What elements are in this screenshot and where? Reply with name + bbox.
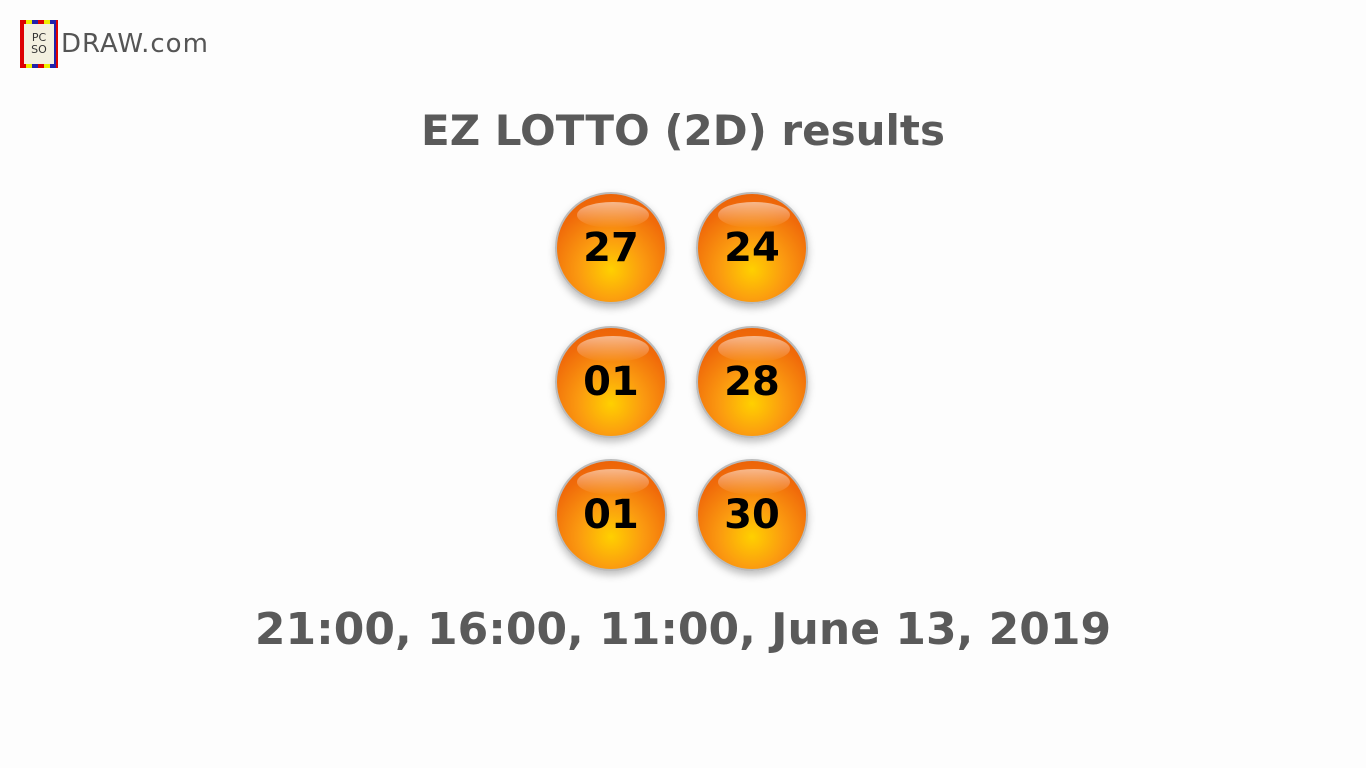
ball: 01 — [555, 459, 667, 571]
ball-number: 24 — [724, 225, 780, 271]
draw-date: 21:00, 16:00, 11:00, June 13, 2019 — [254, 604, 1112, 655]
ball: 28 — [696, 326, 808, 438]
ball: 27 — [555, 192, 667, 304]
ball-number: 27 — [583, 225, 639, 271]
ball-number: 28 — [724, 359, 780, 405]
ball: 30 — [696, 459, 808, 571]
page-title: EZ LOTTO (2D) results — [421, 106, 945, 155]
site-logo[interactable]: PC SO DRAW.com — [20, 20, 209, 68]
pcso-logo-icon: PC SO — [20, 20, 58, 68]
ball: 01 — [555, 326, 667, 438]
logo-text: DRAW.com — [61, 29, 209, 59]
ball-number: 01 — [583, 492, 639, 538]
ball-number: 30 — [724, 492, 780, 538]
ball: 24 — [696, 192, 808, 304]
ball-number: 01 — [583, 359, 639, 405]
